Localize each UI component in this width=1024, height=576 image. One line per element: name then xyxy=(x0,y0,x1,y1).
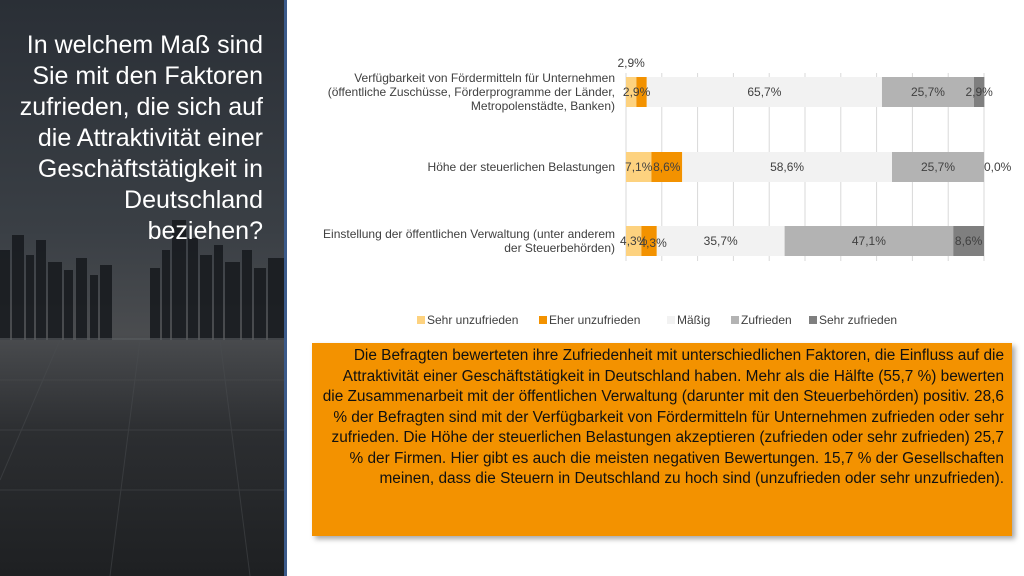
legend-swatch xyxy=(417,316,425,324)
data-label: 4,3% xyxy=(620,234,648,248)
data-label: 8,6% xyxy=(653,160,681,174)
data-label: 25,7% xyxy=(921,160,955,174)
data-label: 65,7% xyxy=(747,85,781,99)
bar-segment xyxy=(636,77,647,107)
bar-segment xyxy=(641,226,657,256)
data-label: 8,6% xyxy=(955,234,983,248)
data-label: 4,3% xyxy=(639,236,667,250)
legend-swatch xyxy=(809,316,817,324)
legend-swatch xyxy=(731,316,739,324)
data-label: 25,7% xyxy=(911,85,945,99)
category-label: (öffentliche Zuschüsse, Förderprogramme … xyxy=(328,85,615,99)
data-label: 35,7% xyxy=(704,234,738,248)
legend-label: Zufrieden xyxy=(741,313,792,327)
bar-segment xyxy=(626,226,642,256)
category-label: Metropolenstädte, Banken) xyxy=(471,99,615,113)
legend-label: Mäßig xyxy=(677,313,710,327)
category-label: Verfügbarkeit von Fördermitteln für Unte… xyxy=(354,71,615,85)
legend-swatch xyxy=(539,316,547,324)
category-label: Höhe der steuerlichen Belastungen xyxy=(428,160,615,174)
bar-segment xyxy=(973,77,985,107)
data-label: 47,1% xyxy=(852,234,886,248)
legend-label: Sehr unzufrieden xyxy=(427,313,518,327)
legend-label: Sehr zufrieden xyxy=(819,313,897,327)
stacked-bar-chart: Verfügbarkeit von Fördermitteln für Unte… xyxy=(295,55,1015,340)
city-skyline-image xyxy=(0,220,287,576)
bar-segment xyxy=(656,226,785,256)
bar-segment xyxy=(651,152,683,182)
data-label: 58,6% xyxy=(770,160,804,174)
legend-label: Eher unzufrieden xyxy=(549,313,640,327)
bar-segment xyxy=(626,152,652,182)
left-title-panel: In welchem Maß sind Sie mit den Faktoren… xyxy=(0,0,287,576)
slide-title: In welchem Maß sind Sie mit den Faktoren… xyxy=(19,31,263,245)
data-label: 2,9% xyxy=(618,56,646,70)
bar-segment xyxy=(682,152,892,182)
data-label: 0,0% xyxy=(984,160,1012,174)
panel-divider xyxy=(284,0,287,576)
bar-segment xyxy=(646,77,882,107)
data-label: 7,1% xyxy=(625,160,653,174)
category-label: Einstellung der öffentlichen Verwaltung … xyxy=(323,227,615,241)
bar-segment xyxy=(891,152,984,182)
summary-text: Die Befragten bewerteten ihre Zufriedenh… xyxy=(322,347,1004,487)
bar-segment xyxy=(784,226,954,256)
category-label: der Steuerbehörden) xyxy=(504,241,615,255)
bar-segment xyxy=(953,226,984,256)
summary-box: Die Befragten bewerteten ihre Zufriedenh… xyxy=(312,343,1012,536)
data-label: 2,9% xyxy=(965,85,993,99)
chart-svg: Verfügbarkeit von Fördermitteln für Unte… xyxy=(323,56,1012,327)
bar-segment xyxy=(626,77,637,107)
legend-swatch xyxy=(667,316,675,324)
data-label: 2,9% xyxy=(623,85,651,99)
bar-segment xyxy=(881,77,974,107)
